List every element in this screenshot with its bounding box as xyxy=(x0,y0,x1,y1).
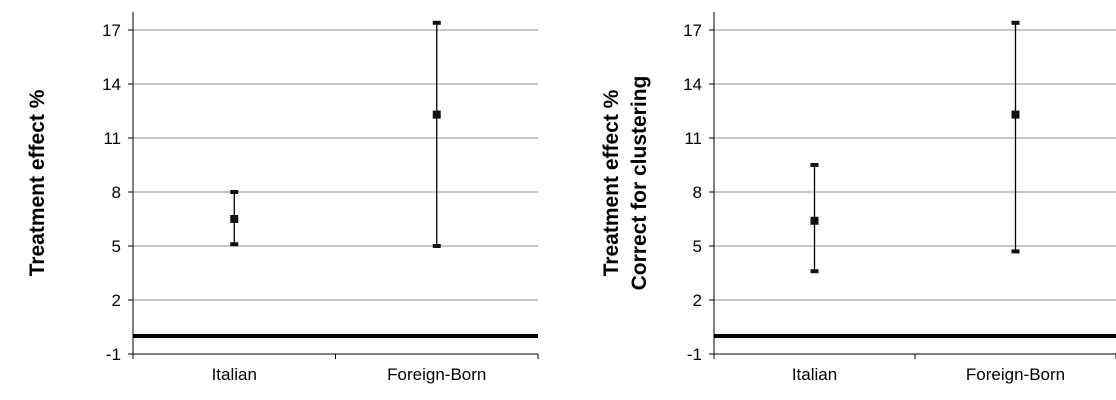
y-tick-label: 8 xyxy=(112,183,121,202)
chart-panel-2: -1 2 5 8 11 14 17 Italian Foreign-Born Treatment … xyxy=(600,12,1116,384)
error-cap-lower xyxy=(810,269,819,274)
y-tick-label: 5 xyxy=(693,237,702,256)
error-cap-lower xyxy=(432,244,441,248)
x-tick-label: Italian xyxy=(212,365,257,384)
y-tick-label: -1 xyxy=(687,345,702,364)
x-tick-label: Italian xyxy=(792,365,837,384)
error-cap-upper xyxy=(1011,20,1020,25)
point-estimate xyxy=(810,216,819,225)
y-tick-label: 14 xyxy=(102,75,121,94)
y-tick-label: 11 xyxy=(103,129,121,148)
y-tick-label: 2 xyxy=(693,291,702,310)
point-estimate xyxy=(432,110,441,119)
y-tick-label: 2 xyxy=(112,291,121,310)
x-tick-label: Foreign-Born xyxy=(387,365,486,384)
y-tick-label: 17 xyxy=(102,21,121,40)
y-axis-label: Correct for clustering xyxy=(628,76,651,291)
chart-panel-1: -1 2 5 8 11 14 17 Italian Foreign-Born Treatment … xyxy=(26,12,539,384)
error-cap-lower xyxy=(1011,249,1020,254)
y-tick-label: 17 xyxy=(683,21,702,40)
error-cap-upper xyxy=(432,20,441,25)
error-cap-lower xyxy=(230,242,239,247)
error-cap-upper xyxy=(230,190,239,194)
point-estimate xyxy=(1011,110,1020,119)
y-axis-label: Treatment effect % xyxy=(26,89,49,276)
y-tick-label: 5 xyxy=(112,237,121,256)
x-tick-label: Foreign-Born xyxy=(966,365,1065,384)
y-tick-label: 11 xyxy=(684,129,702,148)
y-tick-label: 14 xyxy=(683,75,702,94)
y-tick-label: 8 xyxy=(693,183,702,202)
y-tick-label: -1 xyxy=(106,345,121,364)
y-axis-label: Treatment effect % xyxy=(600,89,623,276)
point-estimate xyxy=(230,215,239,223)
error-cap-upper xyxy=(810,163,819,167)
